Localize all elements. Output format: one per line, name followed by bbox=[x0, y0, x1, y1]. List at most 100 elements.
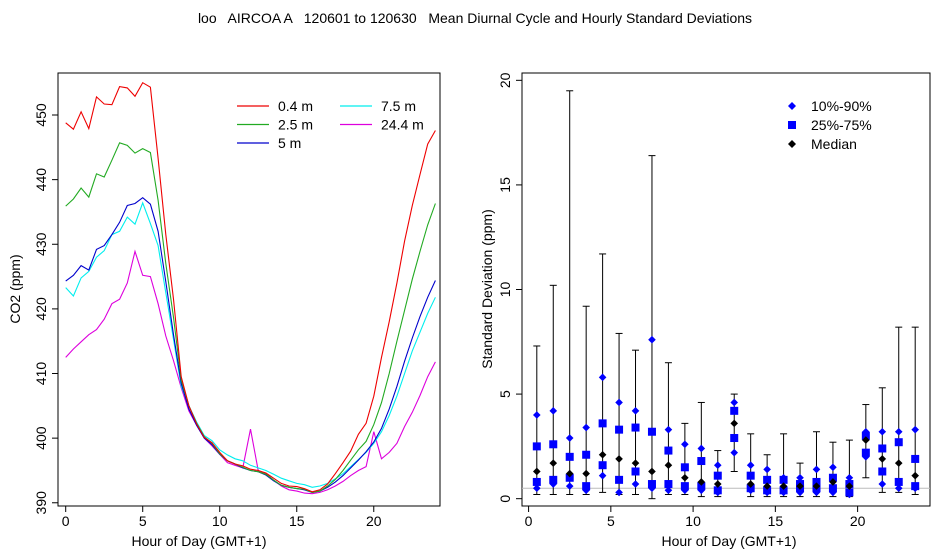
p25-marker bbox=[763, 486, 772, 495]
p90-marker bbox=[829, 463, 837, 472]
median-marker bbox=[894, 459, 903, 467]
p25-marker bbox=[828, 484, 837, 493]
median-marker bbox=[533, 467, 541, 476]
right-x-tick-label: 0 bbox=[525, 513, 533, 529]
p75-marker bbox=[878, 444, 887, 453]
right-y-tick-label: 15 bbox=[497, 177, 513, 193]
diurnal-cycle-panel: 0 5 10 15 20 390 400 410 420 430 440 450 0.4 m 2.5 … bbox=[7, 72, 441, 549]
std-dev-panel: 0 5 10 15 20 0 5 10 15 20 10%-90% 25%-75% Median H… bbox=[479, 72, 931, 549]
p75-marker bbox=[861, 431, 870, 440]
p10-marker bbox=[730, 448, 739, 457]
hour-group bbox=[746, 433, 755, 498]
right-y-tick-label: 5 bbox=[497, 390, 513, 398]
p75-marker bbox=[598, 419, 607, 428]
hour-group bbox=[582, 305, 591, 495]
hour-group bbox=[730, 393, 739, 472]
p10-marker bbox=[565, 482, 574, 490]
median-marker bbox=[582, 469, 590, 478]
p75-marker bbox=[615, 425, 624, 434]
p10-marker bbox=[533, 484, 541, 493]
hour-group bbox=[763, 454, 772, 498]
legend-label: Median bbox=[811, 136, 857, 152]
p10-marker bbox=[549, 480, 558, 488]
left-legend: 0.4 m 2.5 m 5 m 7.5 m 24.4 m bbox=[237, 98, 424, 151]
legend-label: 24.4 m bbox=[381, 117, 424, 133]
p25-marker bbox=[697, 482, 706, 491]
right-x-tick-label: 20 bbox=[850, 513, 866, 529]
median-marker bbox=[549, 459, 558, 467]
left-y-tick-label: 430 bbox=[33, 232, 49, 256]
p25-marker bbox=[565, 473, 574, 482]
hour-group bbox=[664, 362, 673, 495]
p75-marker bbox=[763, 475, 772, 484]
hour-group bbox=[680, 422, 689, 495]
median-marker bbox=[796, 482, 804, 490]
median-marker bbox=[812, 482, 821, 490]
p25-marker bbox=[845, 488, 854, 497]
left-y-axis-label: CO2 (ppm) bbox=[7, 254, 23, 323]
median-marker bbox=[648, 467, 656, 476]
hour-group bbox=[565, 90, 574, 495]
right-x-tick-label: 10 bbox=[685, 513, 701, 529]
median-marker bbox=[878, 455, 887, 463]
left-series-lines bbox=[65, 81, 436, 495]
right-y-axis-label: Standard Deviation (ppm) bbox=[479, 209, 495, 369]
hour-group bbox=[878, 387, 887, 493]
p25-marker bbox=[598, 461, 607, 470]
median-marker bbox=[697, 478, 706, 486]
series-line-24-4-m bbox=[65, 249, 436, 495]
left-x-tick-label: 15 bbox=[289, 513, 305, 529]
p25-marker bbox=[631, 467, 640, 476]
p25-marker bbox=[664, 480, 673, 489]
hour-group bbox=[812, 431, 821, 498]
p90-marker bbox=[812, 465, 821, 474]
hour-group bbox=[845, 439, 854, 499]
hour-group bbox=[615, 332, 624, 497]
right-y-tick-label: 20 bbox=[497, 72, 513, 88]
left-y-tick-label: 400 bbox=[33, 426, 49, 450]
hour-group bbox=[779, 433, 788, 498]
median-marker bbox=[730, 419, 739, 428]
hour-group bbox=[598, 253, 607, 493]
p25-marker bbox=[894, 477, 903, 486]
p75-marker bbox=[532, 442, 541, 451]
median-marker bbox=[862, 436, 870, 444]
p90-marker bbox=[681, 440, 689, 449]
p90-marker bbox=[664, 425, 673, 434]
right-x-axis-label: Hour of Day (GMT+1) bbox=[662, 533, 797, 549]
series-line-7-5-m bbox=[65, 201, 436, 488]
p25-marker bbox=[779, 486, 788, 495]
series-line-5-m bbox=[65, 196, 436, 493]
hour-group bbox=[532, 345, 541, 495]
hour-group bbox=[713, 450, 722, 498]
series-line-2-5-m bbox=[65, 142, 436, 493]
p75-marker bbox=[779, 475, 788, 484]
p10-marker bbox=[631, 480, 640, 488]
legend-label: 7.5 m bbox=[381, 98, 416, 114]
p90-marker bbox=[697, 444, 706, 453]
p10-marker bbox=[664, 486, 673, 495]
right-x-tick-label: 5 bbox=[607, 513, 615, 529]
p75-marker bbox=[565, 452, 574, 461]
p10-marker bbox=[681, 486, 689, 495]
std-dev-marks bbox=[532, 90, 920, 500]
p75-marker bbox=[812, 477, 821, 486]
hour-group bbox=[894, 326, 903, 493]
left-y-tick-label: 420 bbox=[33, 297, 49, 321]
median-marker bbox=[829, 478, 837, 486]
left-x-tick-label: 20 bbox=[366, 513, 382, 529]
p10-marker bbox=[812, 488, 821, 497]
p75-marker bbox=[911, 454, 920, 463]
p10-marker bbox=[598, 471, 607, 480]
left-y-tick-label: 410 bbox=[33, 362, 49, 386]
p10-marker bbox=[615, 488, 623, 497]
p75-marker bbox=[730, 406, 739, 415]
p90-marker bbox=[631, 407, 640, 415]
p75-marker bbox=[894, 438, 903, 447]
right-y-tick-label: 0 bbox=[497, 495, 513, 503]
left-y-tick-label: 390 bbox=[33, 491, 49, 515]
right-x-axis: 0 5 10 15 20 bbox=[525, 506, 866, 529]
p90-marker bbox=[796, 473, 804, 482]
legend-label: 10%-90% bbox=[811, 98, 872, 114]
